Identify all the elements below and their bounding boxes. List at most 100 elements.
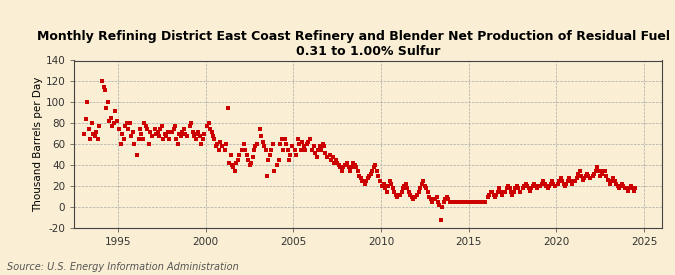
Point xyxy=(232,158,243,162)
Point xyxy=(424,195,435,199)
Point xyxy=(469,200,480,204)
Point xyxy=(174,132,185,136)
Point xyxy=(370,163,381,167)
Point xyxy=(414,189,425,194)
Point xyxy=(134,126,145,131)
Point xyxy=(488,192,499,197)
Point xyxy=(373,174,383,178)
Point xyxy=(377,184,388,189)
Point xyxy=(585,176,595,180)
Point xyxy=(103,100,113,104)
Point xyxy=(620,186,630,191)
Point xyxy=(265,153,275,157)
Point xyxy=(356,179,367,183)
Point xyxy=(263,158,274,162)
Point xyxy=(513,186,524,191)
Point xyxy=(355,176,366,180)
Point xyxy=(213,147,224,152)
Point xyxy=(133,137,144,141)
Point xyxy=(192,132,202,136)
Point xyxy=(139,121,150,126)
Point xyxy=(205,126,215,131)
Point xyxy=(302,140,313,144)
Point xyxy=(497,192,508,197)
Point xyxy=(520,182,531,186)
Point xyxy=(576,174,587,178)
Point xyxy=(615,184,626,189)
Point xyxy=(624,186,634,191)
Point xyxy=(592,165,603,170)
Point xyxy=(459,200,470,204)
Point xyxy=(346,165,357,170)
Point xyxy=(118,137,129,141)
Point xyxy=(470,200,481,204)
Point xyxy=(462,200,472,204)
Point xyxy=(315,144,325,149)
Point xyxy=(190,137,201,141)
Point xyxy=(427,200,437,204)
Point xyxy=(122,121,132,126)
Point xyxy=(431,195,442,199)
Point xyxy=(626,184,637,189)
Point xyxy=(434,203,445,207)
Point xyxy=(532,186,543,191)
Point xyxy=(308,144,319,149)
Point xyxy=(267,142,278,147)
Point xyxy=(227,163,238,167)
Point xyxy=(558,182,569,186)
Point xyxy=(304,137,315,141)
Point xyxy=(84,126,95,131)
Point xyxy=(89,134,100,138)
Point xyxy=(261,147,271,152)
Point xyxy=(529,182,540,186)
Point xyxy=(605,182,616,186)
Point xyxy=(412,192,423,197)
Point xyxy=(126,134,136,138)
Point xyxy=(237,147,248,152)
Point xyxy=(587,174,598,178)
Point xyxy=(444,200,455,204)
Point xyxy=(374,179,385,183)
Point xyxy=(583,174,594,178)
Point xyxy=(336,168,347,173)
Point xyxy=(371,168,382,173)
Point xyxy=(153,134,164,138)
Point xyxy=(80,117,91,121)
Point xyxy=(531,184,541,189)
Point xyxy=(495,189,506,194)
Point xyxy=(572,176,583,180)
Point xyxy=(482,195,493,199)
Point xyxy=(365,172,376,176)
Point xyxy=(502,186,512,191)
Point xyxy=(282,147,293,152)
Point xyxy=(440,197,451,201)
Point xyxy=(231,161,242,166)
Point xyxy=(400,182,411,186)
Point xyxy=(437,205,448,210)
Point xyxy=(149,126,160,131)
Point xyxy=(140,123,151,128)
Point xyxy=(539,182,550,186)
Point xyxy=(212,142,223,147)
Point xyxy=(423,189,433,194)
Point xyxy=(364,174,375,178)
Point xyxy=(262,174,273,178)
Point xyxy=(421,186,431,191)
Point xyxy=(238,142,249,147)
Point xyxy=(217,144,227,149)
Point xyxy=(595,174,605,178)
Point xyxy=(284,158,294,162)
Point xyxy=(500,189,510,194)
Point xyxy=(117,132,128,136)
Point xyxy=(398,186,408,191)
Point xyxy=(241,153,252,157)
Point xyxy=(339,163,350,167)
Point xyxy=(225,153,236,157)
Point xyxy=(244,163,255,167)
Point xyxy=(104,119,115,123)
Point xyxy=(507,192,518,197)
Point xyxy=(327,155,338,159)
Point xyxy=(132,153,142,157)
Point xyxy=(522,184,533,189)
Point xyxy=(296,147,306,152)
